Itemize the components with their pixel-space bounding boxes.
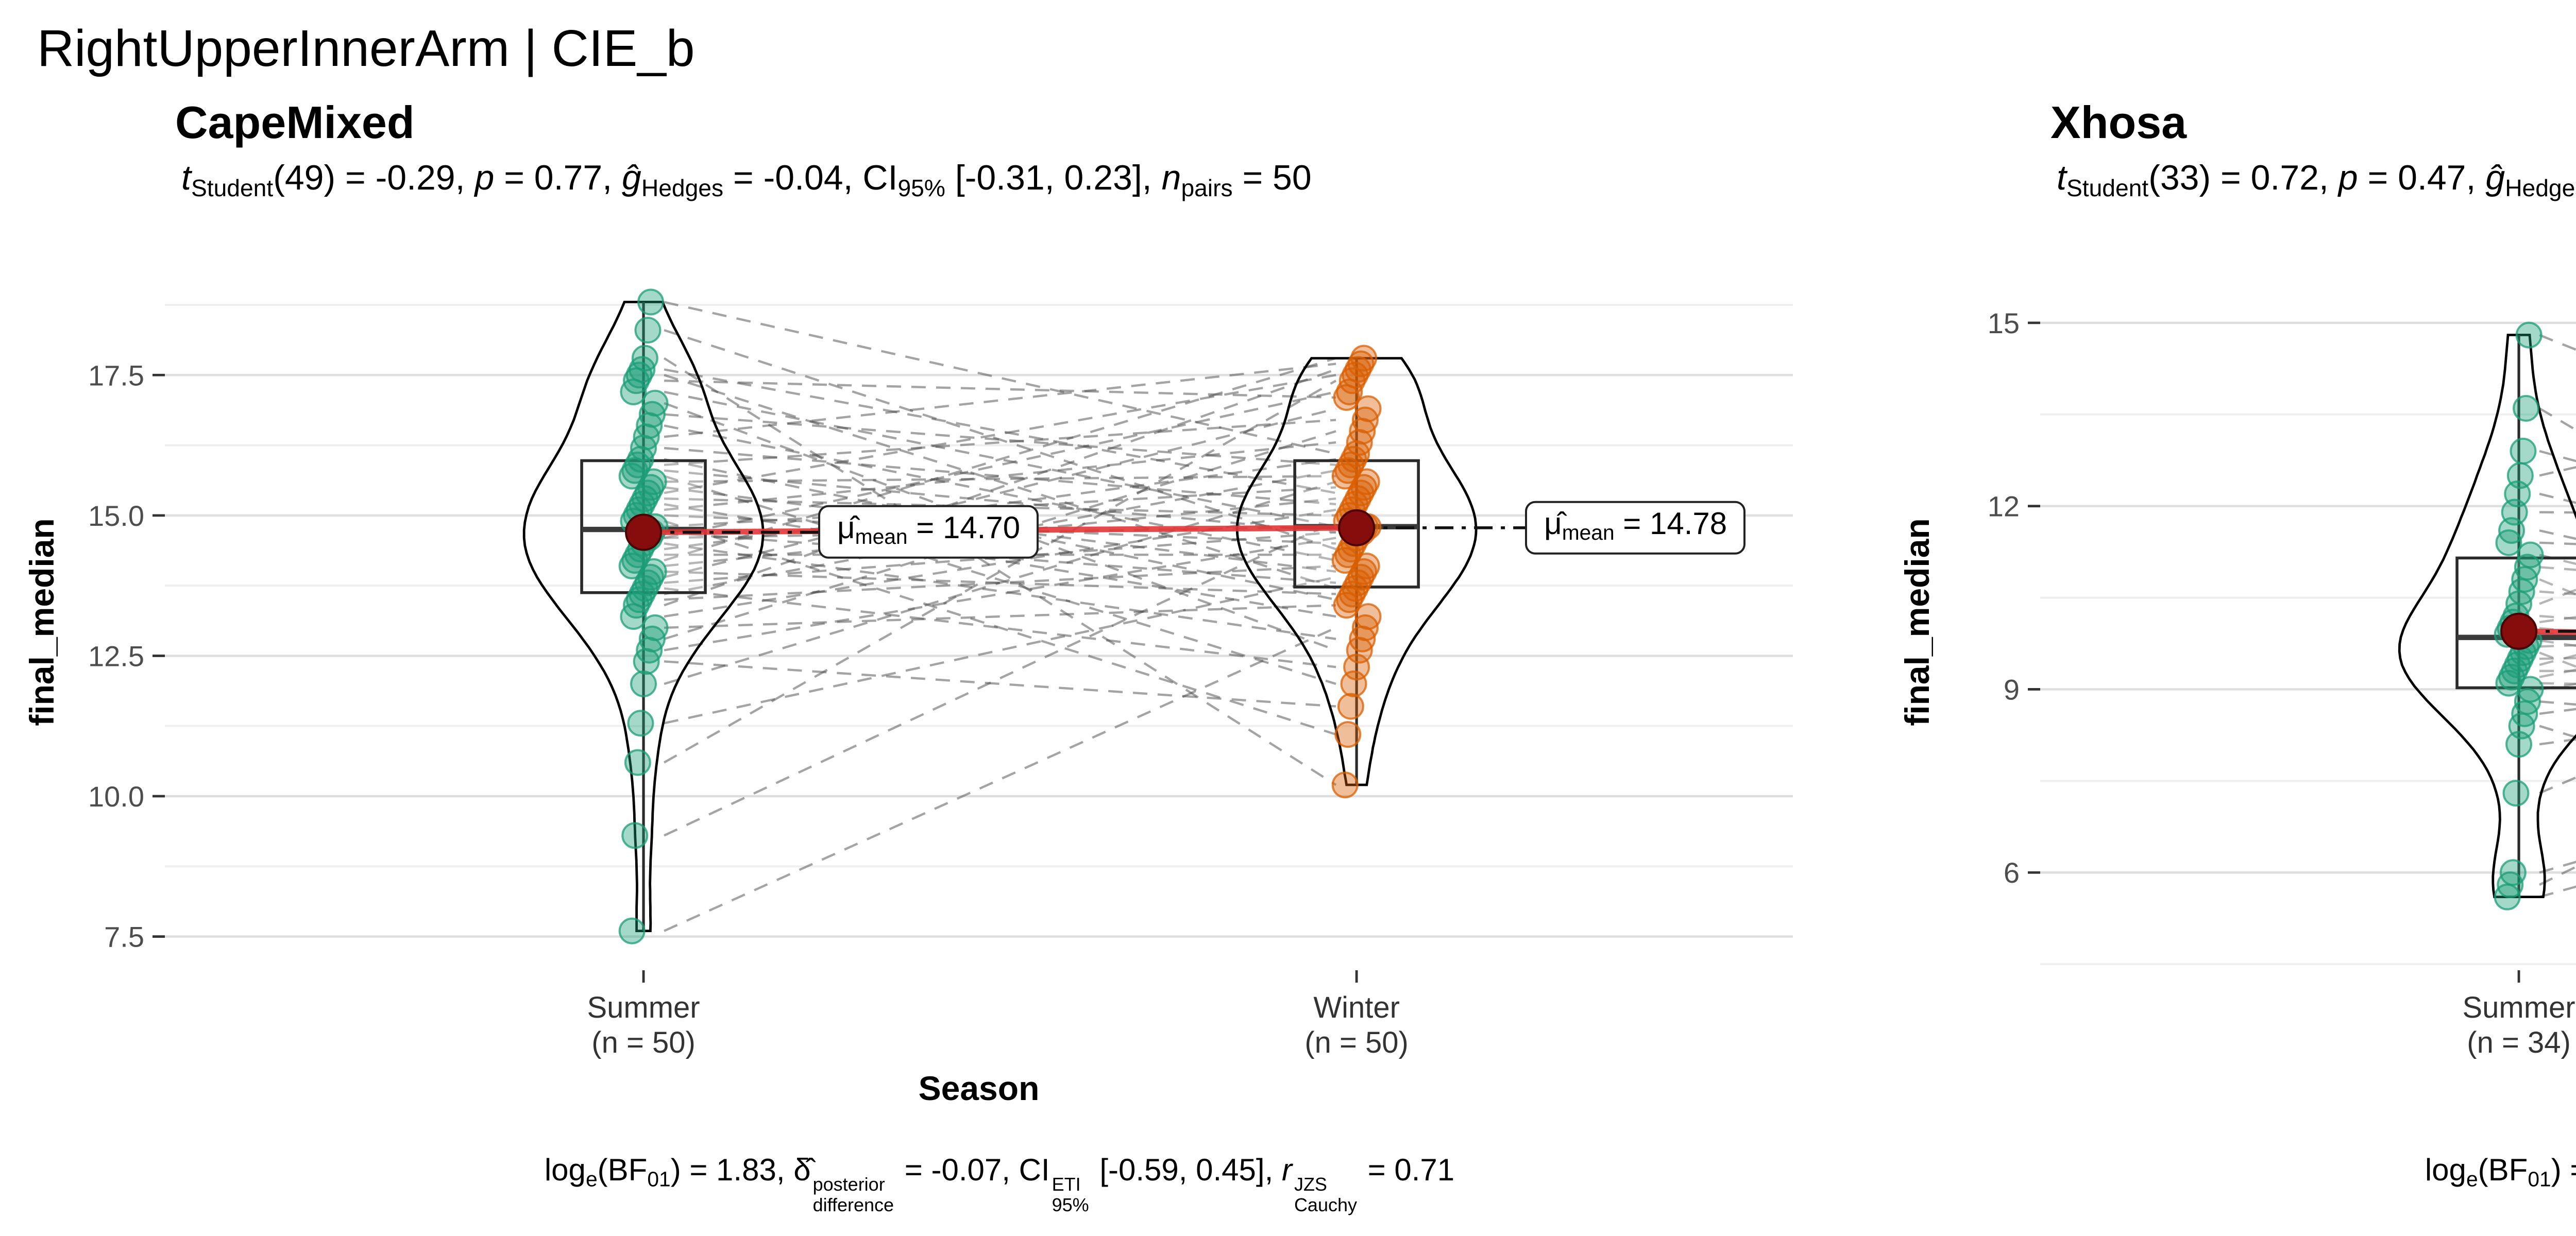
panel-title-xhosa: Xhosa [2050, 97, 2187, 148]
svg-text:Summer: Summer [2462, 990, 2575, 1024]
mean-dot-summer [2500, 612, 2538, 650]
violin-summer [522, 300, 765, 932]
panels-row: CapeMixed tStudent(49) = -0.29, p = 0.77… [0, 93, 2576, 1215]
mean-label-winter: μ̂mean = 14.78 [1526, 501, 1746, 554]
panel-caption-xhosa: loge(BF01) = 1.45, δ̂posteriordifference… [2425, 1153, 2576, 1192]
mean-label-summer: μ̂mean = 14.70 [819, 505, 1039, 559]
svg-text:(n = 50): (n = 50) [591, 1025, 696, 1059]
grid-major [2040, 321, 2576, 873]
panel-xhosa: Xhosa tStudent(33) = 0.72, p = 0.47, ĝH… [1896, 93, 2576, 1215]
y-axis: 7.5 10.0 12.5 15.0 17.5 [88, 359, 165, 953]
grid-minor [2040, 413, 2576, 965]
mean-dot-summer [625, 513, 663, 551]
y-axis: 6 9 12 15 [1988, 306, 2040, 889]
y-axis-title: final_median [23, 518, 61, 726]
mean-dot-winter [1338, 509, 1376, 546]
x-axis: Summer(n = 34)Winter(n = 34) [2462, 970, 2575, 1059]
points-summer [618, 288, 669, 945]
x-axis-title: Season [919, 1069, 1040, 1107]
svg-text:12: 12 [1988, 490, 2020, 522]
violin-summer [2398, 333, 2576, 898]
plot-area-capemixed: 7.5 10.0 12.5 15.0 17.5 Summer (n = 50) Winter(… [21, 212, 1834, 1149]
svg-text:15.0: 15.0 [88, 499, 144, 531]
panel-capemixed: CapeMixed tStudent(49) = -0.29, p = 0.77… [21, 93, 1834, 1215]
figure-title: RightUpperInnerArm | CIE_b [37, 21, 695, 78]
svg-text:12.5: 12.5 [88, 640, 144, 672]
points-summer [2494, 321, 2544, 911]
panel-caption-capemixed: loge(BF01) = 1.83, δ̂ posterior difference… [544, 1153, 1455, 1215]
svg-text:(n = 34): (n = 34) [2467, 1025, 2571, 1059]
x-axis: Summer(n = 50)Winter(n = 50) [587, 970, 1409, 1059]
pair-lines [663, 300, 1337, 932]
svg-text:Winter: Winter [1313, 990, 1400, 1024]
panel-subtitle-xhosa: tStudent(33) = 0.72, p = 0.47, ĝHedges … [2057, 159, 2576, 202]
svg-text:15: 15 [1988, 306, 2020, 339]
svg-text:7.5: 7.5 [104, 920, 144, 953]
svg-text:9: 9 [2004, 673, 2020, 706]
svg-text:6: 6 [2004, 856, 2020, 889]
panel-subtitle-capemixed: tStudent(49) = -0.29, p = 0.77, ĝHedges… [181, 159, 1312, 202]
points-winter [1331, 344, 1382, 798]
svg-text:17.5: 17.5 [88, 359, 144, 391]
y-axis-title: final_median [1898, 518, 1936, 726]
svg-text:10.0: 10.0 [88, 780, 144, 812]
grid-minor [165, 303, 1793, 867]
violin-winter [1235, 356, 1478, 786]
svg-text:Summer: Summer [587, 990, 700, 1024]
panel-title-capemixed: CapeMixed [175, 97, 415, 148]
svg-text:(n = 50): (n = 50) [1304, 1025, 1409, 1059]
